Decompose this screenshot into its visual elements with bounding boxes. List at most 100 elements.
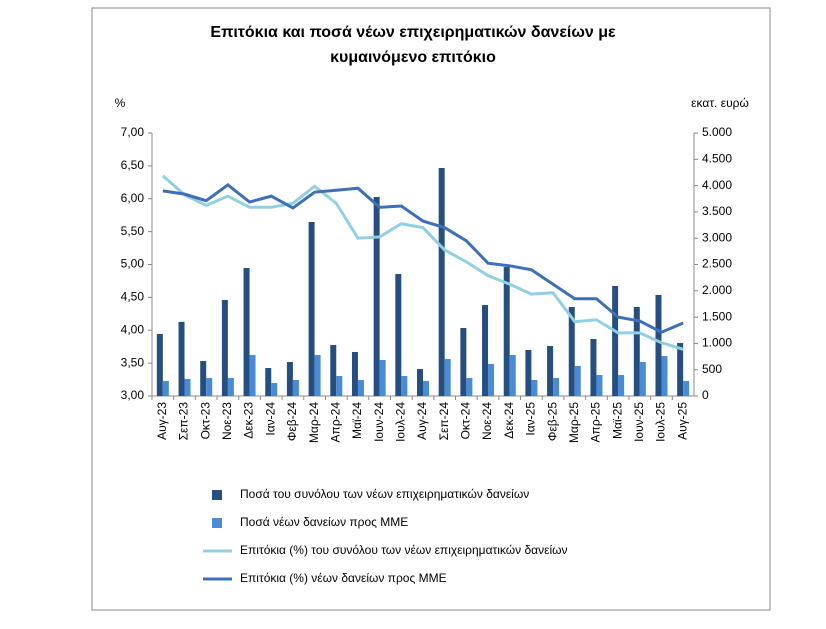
bar (596, 375, 603, 396)
y-tick-label: 6,00 (121, 191, 145, 205)
x-tick-label: Φεβ-24 (285, 402, 299, 441)
bar (661, 356, 668, 396)
bar (206, 378, 213, 396)
bar (200, 361, 207, 396)
x-tick-label: Σεπ-23 (177, 402, 191, 441)
bar (547, 346, 554, 396)
x-tick-label: Ιουλ-25 (654, 402, 668, 442)
bar (677, 342, 684, 396)
y-tick-label: 3,00 (121, 388, 145, 402)
bar (655, 295, 662, 396)
bar (379, 360, 386, 396)
bar (178, 321, 185, 396)
y2-tick-label: 2.000 (702, 283, 732, 297)
y2-tick-label: 1.500 (702, 309, 732, 323)
bar (308, 221, 315, 396)
x-tick-label: Φεβ-25 (545, 402, 559, 441)
bar (401, 376, 408, 396)
y-tick-label: 3,50 (121, 355, 145, 369)
x-tick-label: Απρ-25 (589, 402, 603, 443)
y-axis-title: % (115, 96, 126, 110)
bar (330, 344, 337, 396)
bar (373, 197, 380, 396)
bar (568, 307, 575, 396)
bar (351, 351, 358, 396)
bar (357, 380, 364, 396)
bar (162, 381, 169, 396)
y2-tick-label: 5.000 (702, 125, 732, 139)
legend-label: Επιτόκια (%) νέων δανείων προς ΜΜΕ (240, 571, 447, 585)
x-tick-label: Απρ-24 (328, 402, 342, 443)
chart-title: Επιτόκια και ποσά νέων επιχειρηματικών δ… (210, 24, 616, 41)
y-tick-label: 5,50 (121, 224, 145, 238)
x-tick-label: Μαϊ-25 (610, 402, 624, 439)
y2-tick-label: 2.500 (702, 257, 732, 271)
chart-frame (91, 7, 771, 611)
bar (488, 364, 495, 396)
x-tick-label: Αυγ-24 (415, 402, 429, 440)
x-tick-label: Αυγ-23 (155, 402, 169, 440)
x-tick-label: Ιαν-24 (263, 402, 277, 436)
bar (633, 307, 640, 396)
bar (314, 355, 321, 396)
x-tick-label: Οκτ-24 (459, 402, 473, 440)
bar (292, 380, 299, 396)
x-tick-label: Μαϊ-24 (350, 402, 364, 439)
y2-tick-label: 0 (702, 388, 709, 402)
bar (227, 378, 234, 396)
y2-tick-label: 3.500 (702, 204, 732, 218)
x-tick-label: Οκτ-23 (198, 402, 212, 440)
y-tick-label: 4,00 (121, 322, 145, 336)
x-tick-label: Ιουν-25 (632, 402, 646, 442)
x-tick-label: Νοε-23 (220, 402, 234, 440)
bar (525, 349, 532, 396)
y2-tick-label: 500 (702, 362, 722, 376)
y-tick-label: 6,50 (121, 158, 145, 172)
bar (590, 338, 597, 396)
line (162, 183, 684, 334)
bar (531, 380, 538, 396)
legend-label: Ποσά του συνόλου των νέων επιχειρηματικώ… (240, 487, 529, 501)
bar (553, 378, 560, 396)
bar (460, 327, 467, 396)
y2-tick-label: 4.500 (702, 151, 732, 165)
y2-tick-label: 4.000 (702, 178, 732, 192)
x-tick-label: Δεκ-23 (242, 402, 256, 439)
bar (271, 383, 278, 396)
bar (639, 362, 646, 396)
bar (265, 368, 272, 396)
bar (503, 267, 510, 396)
line (161, 174, 684, 351)
bar (618, 375, 625, 396)
legend-label: Ποσά νέων δανείων προς ΜΜΕ (240, 515, 408, 529)
bar (395, 274, 402, 396)
bar (509, 355, 516, 396)
bar (243, 268, 250, 396)
bar (156, 333, 163, 396)
x-tick-label: Σεπ-24 (437, 402, 451, 441)
x-tick-label: Ιουλ-24 (393, 402, 407, 442)
y-tick-label: 4,50 (121, 290, 145, 304)
bar (683, 381, 690, 396)
legend-label: Επιτόκια (%) του συνόλου των νέων επιχει… (240, 543, 568, 557)
bar (466, 378, 473, 396)
x-tick-label: Αυγ-25 (675, 402, 689, 440)
y2-axis-title: εκατ. ευρώ (691, 96, 749, 110)
x-tick-label: Δεκ-24 (502, 402, 516, 439)
y2-tick-label: 1.000 (702, 336, 732, 350)
y2-tick-label: 3.000 (702, 230, 732, 244)
bar (249, 355, 256, 396)
x-tick-label: Ιαν-25 (524, 402, 538, 436)
bar (286, 362, 293, 396)
bar (423, 381, 429, 396)
bar (574, 366, 581, 396)
x-tick-label: Νοε-24 (480, 402, 494, 440)
bar (482, 305, 489, 396)
bar (184, 379, 191, 396)
legend-marker (212, 490, 222, 500)
bar (221, 300, 228, 396)
legend-marker (212, 518, 222, 528)
bar (417, 369, 423, 396)
